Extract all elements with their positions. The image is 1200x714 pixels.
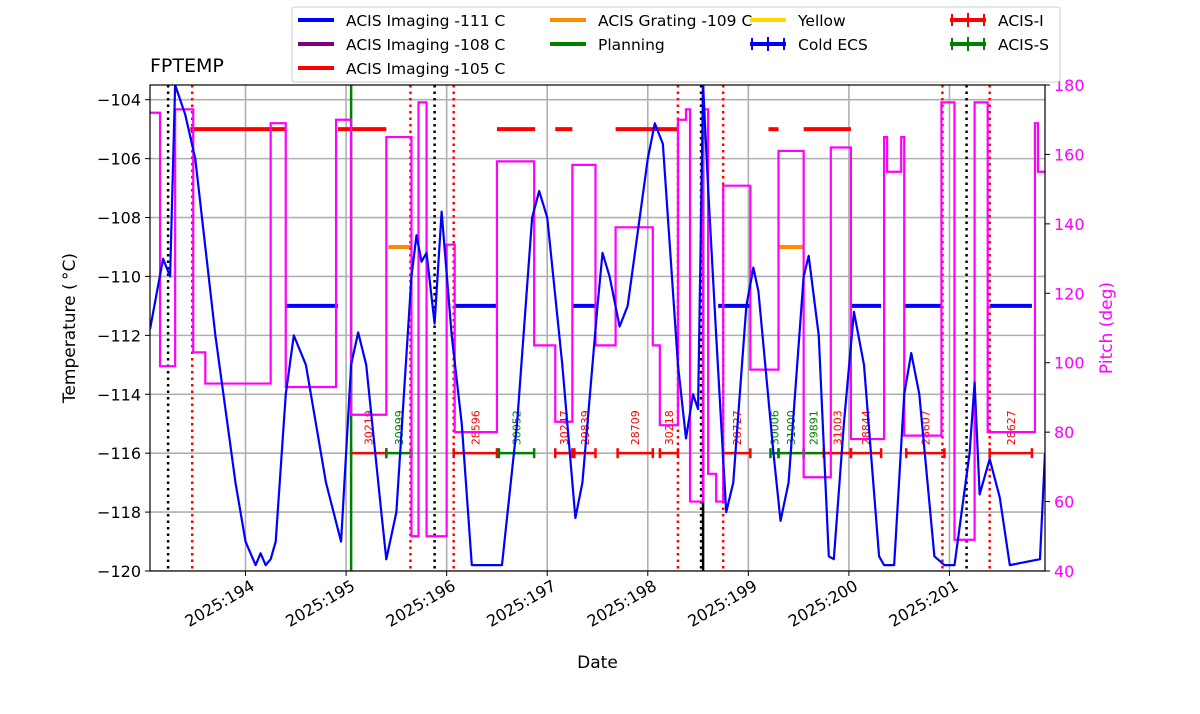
legend-label: ACIS-S [998, 36, 1049, 54]
obsid-label: 28627 [1005, 410, 1018, 445]
temperature-line [150, 85, 1045, 567]
chart-title: FPTEMP [150, 55, 224, 77]
y2-tick-label: 80 [1054, 423, 1074, 442]
y-tick-label: −108 [97, 209, 141, 228]
obsid-label: 31003 [831, 410, 844, 445]
legend-label: ACIS-I [998, 12, 1044, 30]
legend-label: Planning [598, 36, 665, 54]
legend-label: ACIS Grating -109 C [598, 12, 752, 30]
legend-label: ACIS Imaging -111 C [346, 12, 505, 30]
legend: ACIS Imaging -111 C ACIS Imaging -108 C AC… [291, 6, 1061, 83]
legend-label: ACIS Imaging -108 C [346, 36, 505, 54]
y2-axis-label: Pitch (deg) [1097, 282, 1117, 374]
y-tick-label: −116 [97, 444, 141, 463]
y-axis-label: Temperature ( °C) [60, 253, 80, 404]
obsid-label: 30218 [663, 410, 676, 445]
y2-tick-label: 120 [1054, 284, 1085, 303]
axes-frame [149, 84, 1046, 572]
y-tick-label: −112 [97, 326, 141, 345]
x-tick-label: 2025:199 [684, 576, 760, 631]
obsid-label: 29891 [808, 410, 821, 445]
y2-tick-label: 100 [1054, 354, 1085, 373]
x-axis-label: Date [577, 653, 618, 673]
y2-tick-label: 40 [1054, 562, 1074, 581]
x-tick-label: 2025:194 [182, 576, 258, 631]
pitch-line [150, 101, 1045, 541]
y2-tick-label: 160 [1054, 145, 1085, 164]
obsid-label: 28709 [629, 410, 642, 445]
y-tick-label: −114 [97, 385, 141, 404]
legend-box [291, 6, 1061, 83]
y2-tick-label: 180 [1054, 76, 1085, 95]
x-tick-label: 2025:195 [282, 576, 358, 631]
x-tick-label: 2025:200 [785, 576, 861, 631]
legend-label: ACIS Imaging -105 C [346, 60, 505, 78]
y2-tick-label: 140 [1054, 215, 1085, 234]
y-tick-label: −120 [97, 562, 141, 581]
plot-area: 30219 30999 28596 30052 30247 29839 28709 30218… [150, 85, 1045, 571]
y2-tick-label: 60 [1054, 493, 1074, 512]
legend-label: Yellow [797, 12, 846, 30]
obsid-label: 30999 [393, 410, 406, 445]
y-tick-label: −106 [97, 150, 141, 169]
x-tick-label: 2025:198 [584, 576, 660, 631]
y-tick-label: −110 [97, 267, 141, 286]
y-tick-label: −118 [97, 503, 141, 522]
obsid-label: 28596 [469, 410, 482, 445]
x-tick-label: 2025:197 [483, 576, 559, 631]
x-tick-label: 2025:196 [383, 576, 459, 631]
legend-label: Cold ECS [798, 36, 868, 54]
x-tick-label: 2025:201 [886, 576, 962, 631]
y-tick-label: −104 [97, 91, 141, 110]
